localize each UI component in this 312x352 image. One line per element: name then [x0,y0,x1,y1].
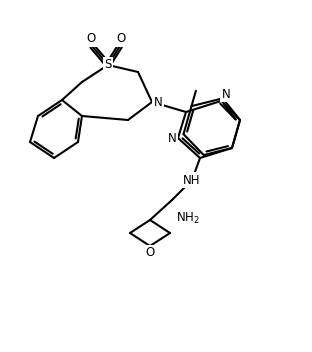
Text: S: S [104,58,112,71]
Text: NH: NH [183,174,201,187]
Text: N: N [222,88,230,101]
Text: N: N [168,132,176,145]
Text: O: O [86,32,95,45]
Text: NH$_2$: NH$_2$ [176,210,200,226]
Text: N: N [154,95,162,108]
Text: O: O [116,32,126,45]
Text: O: O [145,246,155,259]
